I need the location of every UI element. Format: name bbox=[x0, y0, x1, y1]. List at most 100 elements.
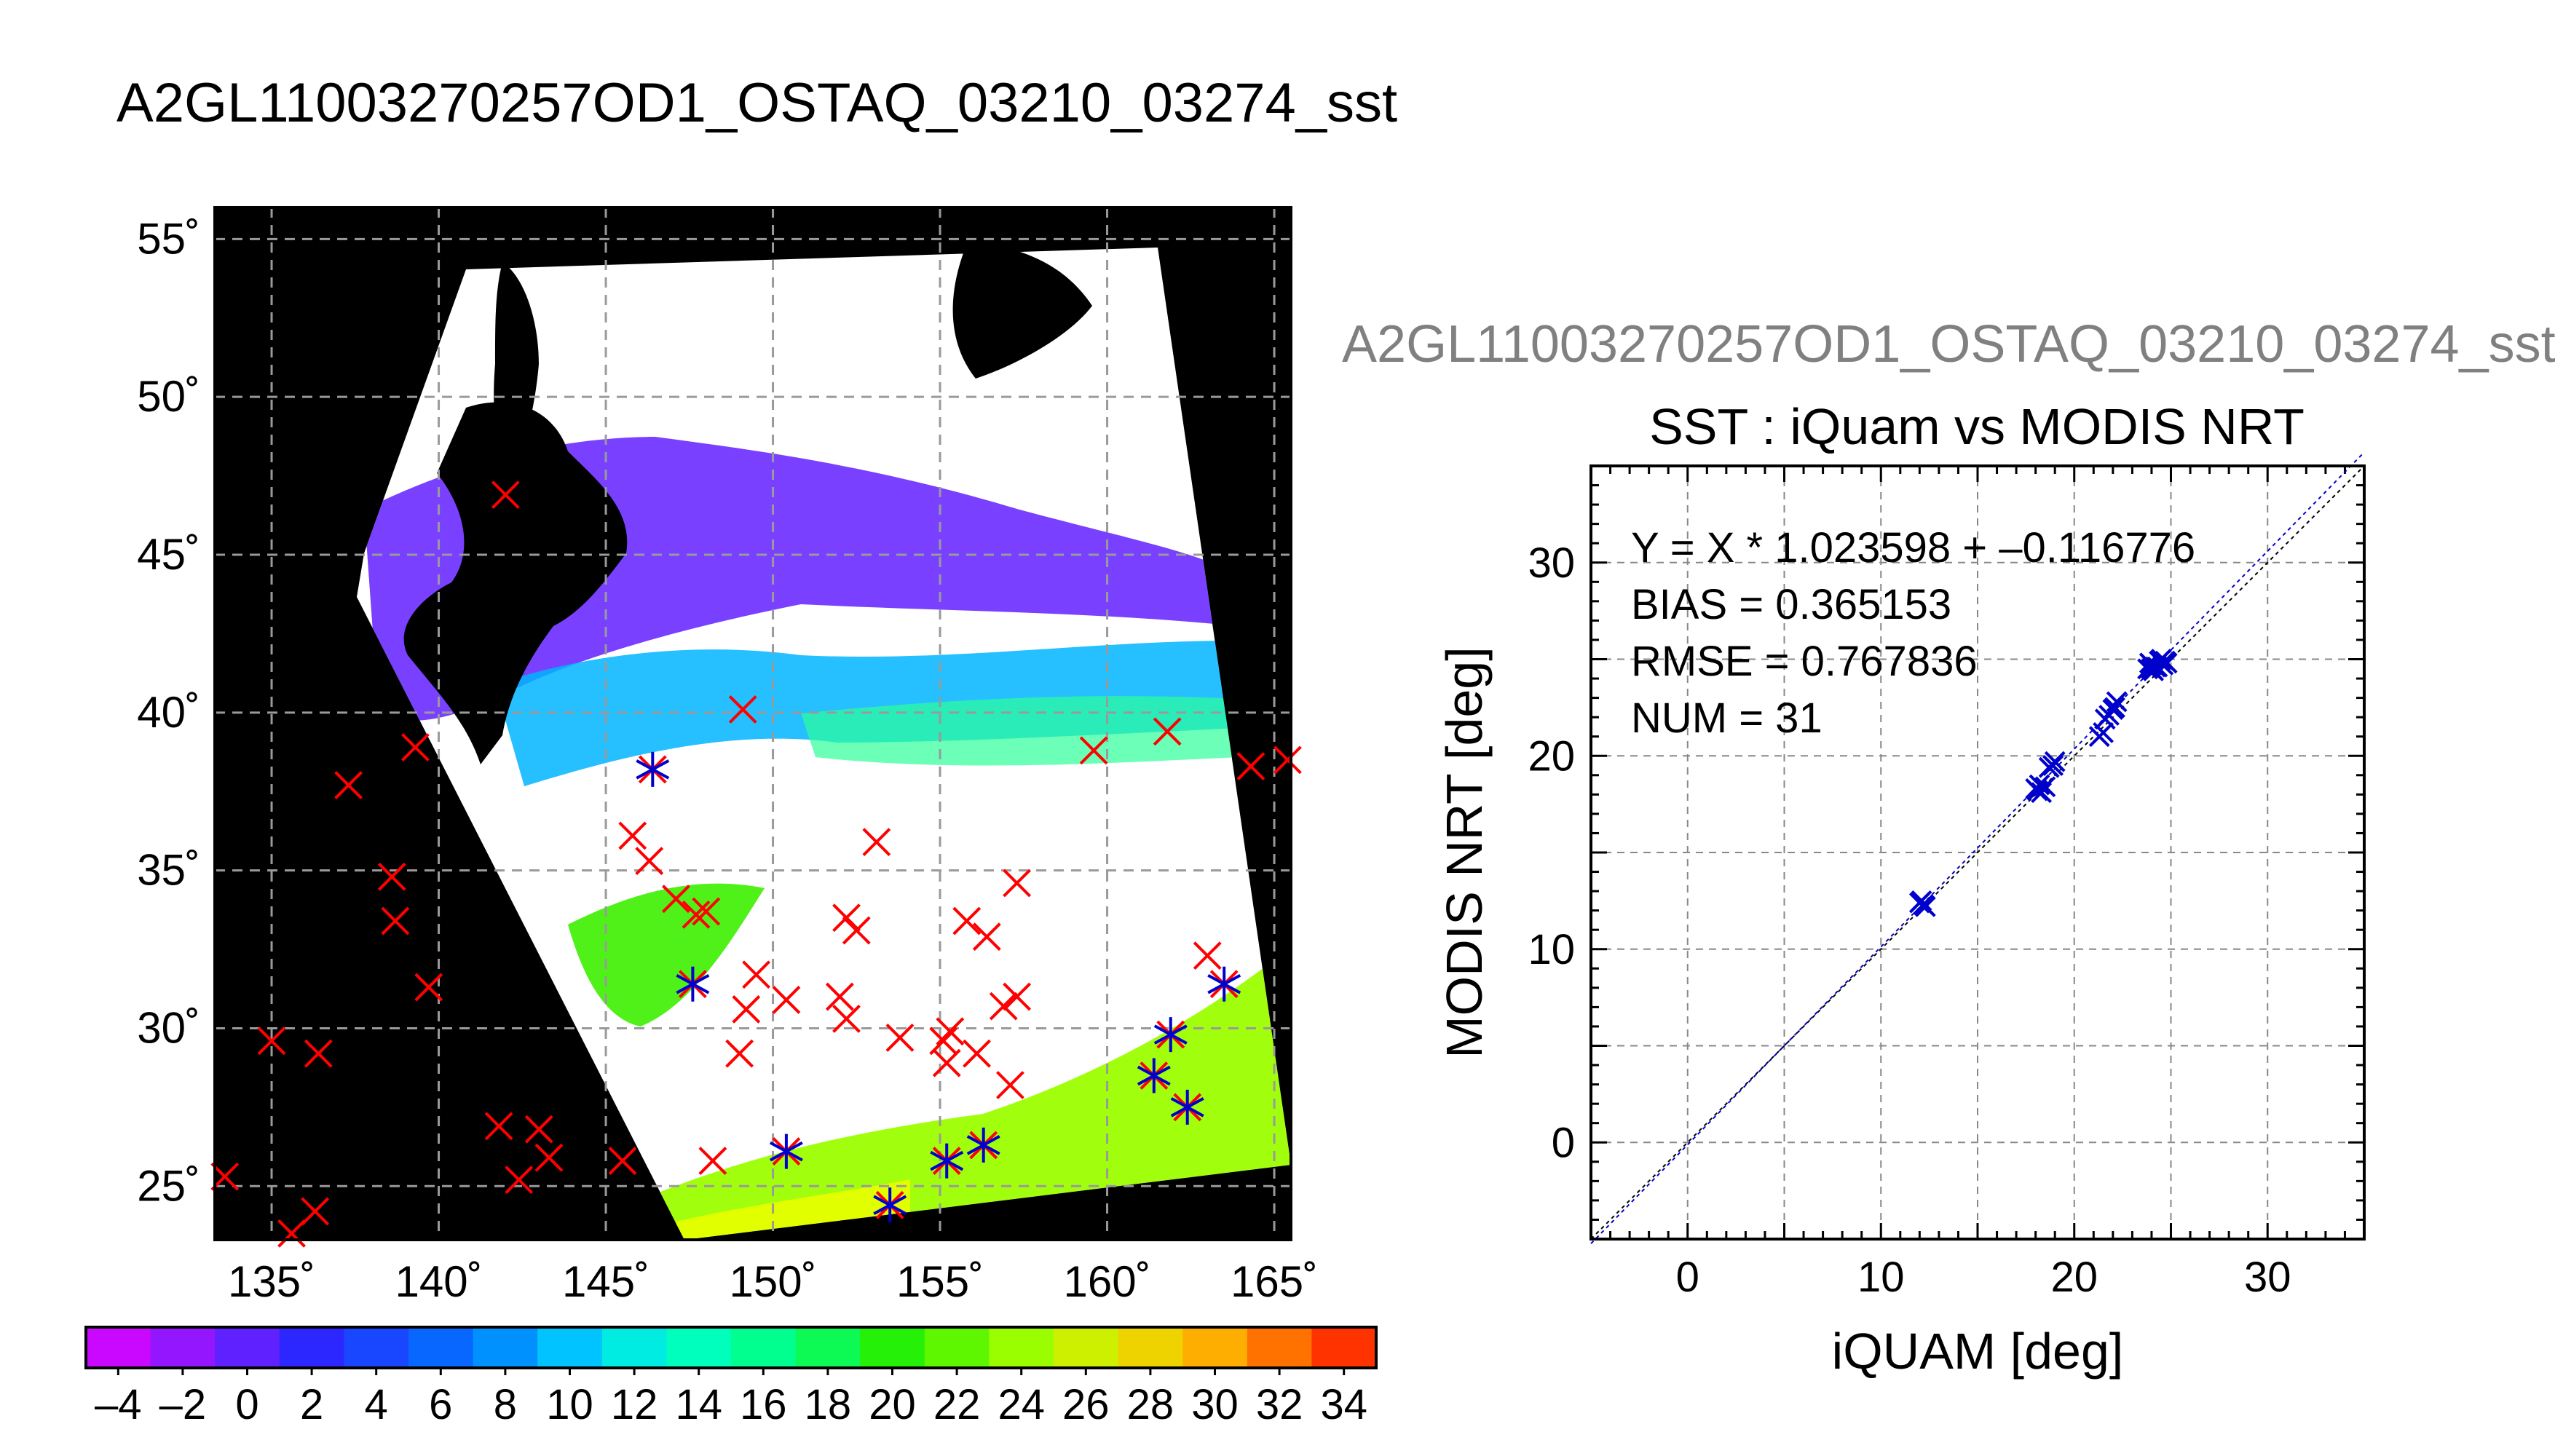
marker-stroke bbox=[1003, 869, 1032, 898]
insitu-point-marker bbox=[989, 992, 1018, 1021]
marker-stroke bbox=[2141, 654, 2163, 676]
lon-tick-label: 135˚ bbox=[228, 1257, 315, 1306]
marker-stroke bbox=[1911, 890, 1932, 911]
scatter-x-axis-label: iQUAM [deg] bbox=[1832, 1323, 2124, 1380]
marker-stroke bbox=[972, 922, 1001, 951]
insitu-point-marker bbox=[742, 960, 771, 989]
insitu-point-marker bbox=[334, 771, 363, 799]
marker-stroke bbox=[2144, 656, 2166, 678]
colorbar-tick-label: 8 bbox=[494, 1381, 517, 1428]
insitu-point-marker bbox=[1273, 745, 1302, 775]
marker-stroke bbox=[832, 1005, 861, 1033]
scatter-stat-line: RMSE = 0.767836 bbox=[1631, 638, 1978, 685]
scatter-stat-line: NUM = 31 bbox=[1631, 695, 1823, 742]
scatter-y-axis-label: MODIS NRT [deg] bbox=[1436, 646, 1493, 1058]
marker-stroke bbox=[2031, 782, 2053, 804]
insitu-point-marker bbox=[414, 973, 443, 1002]
colorbar-tick-label: 32 bbox=[1256, 1381, 1303, 1428]
insitu-point-marker bbox=[381, 906, 410, 935]
scatter-x-tick-label: 10 bbox=[1857, 1254, 1905, 1301]
marker-stroke bbox=[2044, 751, 2066, 772]
marker-stroke bbox=[2106, 691, 2128, 713]
marker-stroke bbox=[1914, 895, 1936, 917]
marker-stroke bbox=[772, 986, 801, 1014]
sst-warm-band-south bbox=[655, 946, 1291, 1240]
scatter-point bbox=[2025, 778, 2047, 799]
marker-stroke bbox=[2137, 658, 2159, 680]
scatter-point bbox=[2147, 656, 2168, 678]
colorbar-tick-label: 6 bbox=[429, 1381, 452, 1428]
marker-stroke bbox=[936, 1017, 965, 1046]
marker-stroke bbox=[963, 1039, 991, 1068]
insitu-point-marker bbox=[885, 1024, 915, 1052]
marker-stroke bbox=[676, 973, 710, 994]
marker-stroke bbox=[2155, 650, 2176, 672]
scatter-y-tick-label: 0 bbox=[1552, 1119, 1575, 1166]
colorbar-bin bbox=[731, 1327, 797, 1368]
marker-stroke bbox=[2156, 652, 2178, 674]
sst-colorbar bbox=[84, 1326, 1378, 1375]
marker-stroke bbox=[1153, 1024, 1188, 1045]
scatter-plot-area bbox=[1591, 466, 2364, 1239]
marker-stroke bbox=[2098, 705, 2120, 726]
matchup-point-marker bbox=[676, 966, 710, 1002]
marker-stroke bbox=[400, 733, 430, 761]
insitu-point-marker bbox=[377, 862, 406, 891]
insitu-point-marker bbox=[491, 480, 520, 510]
insitu-point-marker bbox=[862, 828, 891, 857]
marker-stroke bbox=[2026, 780, 2048, 802]
colorbar-tick-label: 26 bbox=[1062, 1381, 1110, 1428]
insitu-point-marker bbox=[257, 1026, 286, 1056]
scatter-point bbox=[2026, 780, 2048, 802]
colorbar-bin bbox=[1118, 1327, 1183, 1368]
scatter-point bbox=[2152, 654, 2174, 676]
scatter-point bbox=[1913, 894, 1935, 916]
marker-stroke bbox=[2152, 654, 2174, 676]
marker-stroke bbox=[2094, 708, 2116, 730]
marker-stroke bbox=[2102, 699, 2124, 720]
marker-stroke bbox=[682, 900, 711, 929]
marker-stroke bbox=[932, 1048, 961, 1077]
lat-tick-label: 40˚ bbox=[137, 688, 200, 737]
matchup-point-marker bbox=[1153, 1017, 1188, 1053]
marker-stroke bbox=[732, 995, 761, 1024]
insitu-point-marker bbox=[484, 1112, 513, 1141]
map-grid bbox=[215, 207, 1291, 1240]
marker-stroke bbox=[2044, 751, 2066, 772]
latitude-tick-labels: 55˚ 50˚ 45˚ 40˚ 35˚ 30˚ 25˚ bbox=[137, 214, 200, 1210]
matchup-point-marker bbox=[930, 1143, 964, 1179]
colorbar-bin bbox=[86, 1327, 151, 1368]
scatter-point bbox=[2141, 658, 2163, 680]
marker-stroke bbox=[2141, 658, 2163, 680]
marker-stroke bbox=[301, 1197, 330, 1226]
marker-stroke bbox=[484, 1112, 513, 1141]
matchup-point-marker bbox=[1170, 1089, 1204, 1125]
marker-stroke bbox=[377, 862, 406, 891]
scatter-title: SST : iQuam vs MODIS NRT bbox=[1649, 398, 2305, 455]
marker-stroke bbox=[698, 1147, 727, 1176]
scatter-point bbox=[2093, 721, 2114, 743]
marker-stroke bbox=[952, 906, 982, 935]
insitu-point-marker bbox=[972, 922, 1001, 951]
colorbar-bin bbox=[1182, 1327, 1248, 1368]
marker-stroke bbox=[725, 1039, 754, 1068]
marker-stroke bbox=[257, 1026, 286, 1056]
matchup-point-marker bbox=[1137, 1058, 1171, 1093]
marker-stroke bbox=[930, 1150, 964, 1171]
marker-stroke bbox=[2025, 778, 2047, 799]
scatter-point bbox=[2139, 652, 2160, 674]
lat-tick-label: 45˚ bbox=[137, 530, 200, 579]
insitu-point-marker bbox=[635, 847, 664, 876]
colorbar-bin bbox=[344, 1327, 409, 1368]
insitu-point-marker bbox=[772, 986, 801, 1014]
colorbar-bin bbox=[279, 1327, 344, 1368]
scatter-point bbox=[2044, 751, 2066, 772]
scatter-x-tick-labels: 0 10 20 30 bbox=[1676, 1254, 2291, 1301]
matchup-point-marker bbox=[966, 1127, 1000, 1163]
scatter-point bbox=[2155, 650, 2176, 672]
lon-tick-label: 140˚ bbox=[395, 1257, 482, 1306]
colorbar-tick-label: 18 bbox=[805, 1381, 852, 1428]
insitu-point-marker bbox=[932, 1048, 961, 1077]
lat-tick-label: 55˚ bbox=[137, 214, 200, 263]
marker-stroke bbox=[2147, 656, 2168, 678]
